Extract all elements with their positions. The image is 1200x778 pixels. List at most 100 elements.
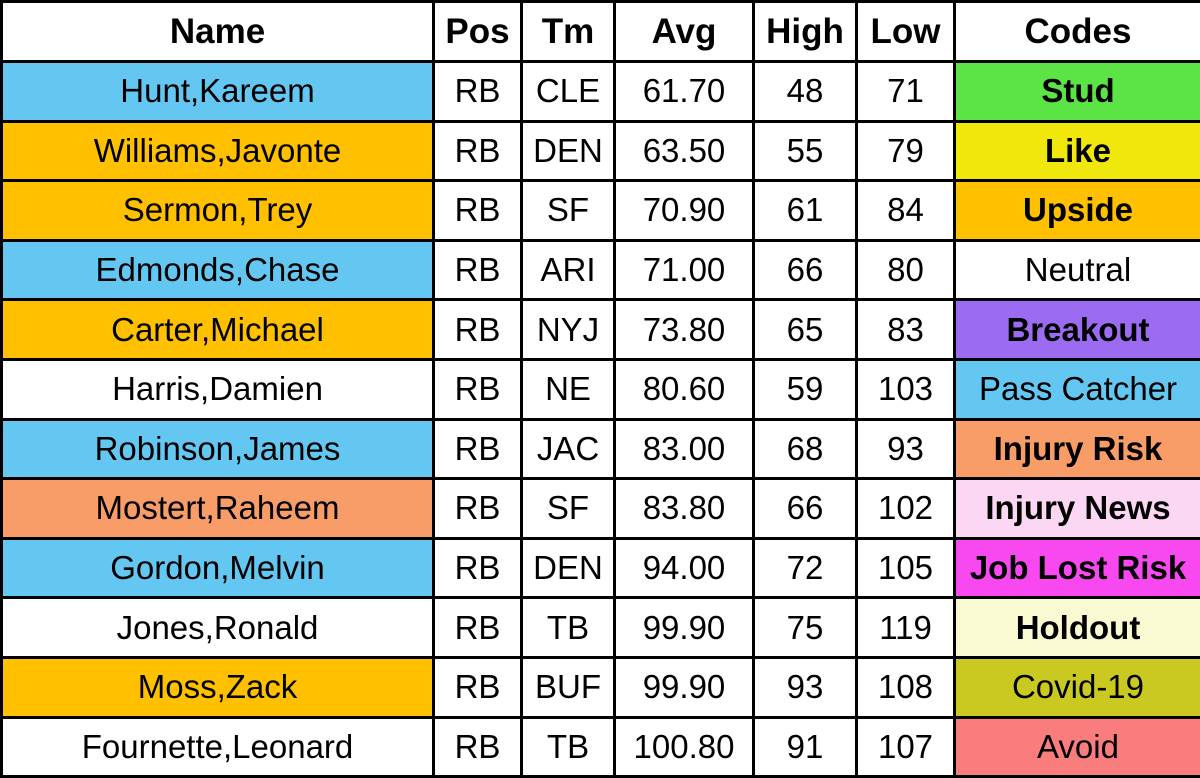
low-cell: 84 [857,181,955,241]
high-cell: 72 [754,538,857,598]
low-cell: 119 [857,598,955,658]
code-cell: Neutral [955,240,1200,300]
player-name-cell: Fournette,Leonard [2,717,434,777]
high-cell: 91 [754,717,857,777]
team-cell: TB [522,598,615,658]
player-name-cell: Robinson,James [2,419,434,479]
pos-cell: RB [434,181,522,241]
avg-cell: 83.00 [615,419,754,479]
player-name-cell: Mostert,Raheem [2,479,434,539]
code-cell: Pass Catcher [955,359,1200,419]
low-cell: 105 [857,538,955,598]
column-header-tm: Tm [522,2,615,62]
low-cell: 107 [857,717,955,777]
low-cell: 93 [857,419,955,479]
column-header-pos: Pos [434,2,522,62]
player-row: Edmonds,Chase RB ARI 71.00 66 80 Neutral [2,240,1200,300]
player-row: Carter,Michael RB NYJ 73.80 65 83 Breako… [2,300,1200,360]
avg-cell: 71.00 [615,240,754,300]
pos-cell: RB [434,538,522,598]
low-cell: 83 [857,300,955,360]
avg-cell: 83.80 [615,479,754,539]
player-name-cell: Carter,Michael [2,300,434,360]
column-header-low: Low [857,2,955,62]
avg-cell: 63.50 [615,121,754,181]
low-cell: 103 [857,359,955,419]
code-cell: Breakout [955,300,1200,360]
player-row: Jones,Ronald RB TB 99.90 75 119 Holdout [2,598,1200,658]
high-cell: 75 [754,598,857,658]
pos-cell: RB [434,62,522,122]
avg-cell: 61.70 [615,62,754,122]
code-cell: Holdout [955,598,1200,658]
high-cell: 68 [754,419,857,479]
code-cell: Like [955,121,1200,181]
pos-cell: RB [434,240,522,300]
avg-cell: 80.60 [615,359,754,419]
high-cell: 65 [754,300,857,360]
column-header-codes: Codes [955,2,1200,62]
player-row: Moss,Zack RB BUF 99.90 93 108 Covid-19 [2,657,1200,717]
pos-cell: RB [434,359,522,419]
high-cell: 59 [754,359,857,419]
player-row: Williams,Javonte RB DEN 63.50 55 79 Like [2,121,1200,181]
high-cell: 66 [754,240,857,300]
high-cell: 55 [754,121,857,181]
table-body: Hunt,Kareem RB CLE 61.70 48 71 Stud Will… [2,62,1200,777]
code-cell: Stud [955,62,1200,122]
team-cell: BUF [522,657,615,717]
pos-cell: RB [434,121,522,181]
table-header: Name Pos Tm Avg High Low Codes [2,2,1200,62]
code-cell: Injury Risk [955,419,1200,479]
avg-cell: 94.00 [615,538,754,598]
pos-cell: RB [434,300,522,360]
team-cell: NE [522,359,615,419]
player-row: Robinson,James RB JAC 83.00 68 93 Injury… [2,419,1200,479]
player-name-cell: Hunt,Kareem [2,62,434,122]
code-cell: Covid-19 [955,657,1200,717]
player-row: Fournette,Leonard RB TB 100.80 91 107 Av… [2,717,1200,777]
player-name-cell: Williams,Javonte [2,121,434,181]
low-cell: 71 [857,62,955,122]
low-cell: 79 [857,121,955,181]
player-row: Sermon,Trey RB SF 70.90 61 84 Upside [2,181,1200,241]
avg-cell: 73.80 [615,300,754,360]
low-cell: 80 [857,240,955,300]
high-cell: 66 [754,479,857,539]
avg-cell: 99.90 [615,598,754,658]
team-cell: SF [522,181,615,241]
team-cell: SF [522,479,615,539]
pos-cell: RB [434,657,522,717]
player-name-cell: Sermon,Trey [2,181,434,241]
team-cell: ARI [522,240,615,300]
code-cell: Job Lost Risk [955,538,1200,598]
pos-cell: RB [434,598,522,658]
code-cell: Injury News [955,479,1200,539]
player-name-cell: Edmonds,Chase [2,240,434,300]
player-row: Harris,Damien RB NE 80.60 59 103 Pass Ca… [2,359,1200,419]
low-cell: 102 [857,479,955,539]
high-cell: 93 [754,657,857,717]
pos-cell: RB [434,479,522,539]
team-cell: TB [522,717,615,777]
team-cell: DEN [522,538,615,598]
column-header-avg: Avg [615,2,754,62]
high-cell: 61 [754,181,857,241]
pos-cell: RB [434,717,522,777]
avg-cell: 99.90 [615,657,754,717]
player-row: Mostert,Raheem RB SF 83.80 66 102 Injury… [2,479,1200,539]
player-name-cell: Moss,Zack [2,657,434,717]
code-cell: Upside [955,181,1200,241]
column-header-name: Name [2,2,434,62]
player-row: Hunt,Kareem RB CLE 61.70 48 71 Stud [2,62,1200,122]
avg-cell: 70.90 [615,181,754,241]
high-cell: 48 [754,62,857,122]
pos-cell: RB [434,419,522,479]
team-cell: JAC [522,419,615,479]
team-cell: DEN [522,121,615,181]
team-cell: NYJ [522,300,615,360]
low-cell: 108 [857,657,955,717]
avg-cell: 100.80 [615,717,754,777]
team-cell: CLE [522,62,615,122]
player-name-cell: Harris,Damien [2,359,434,419]
